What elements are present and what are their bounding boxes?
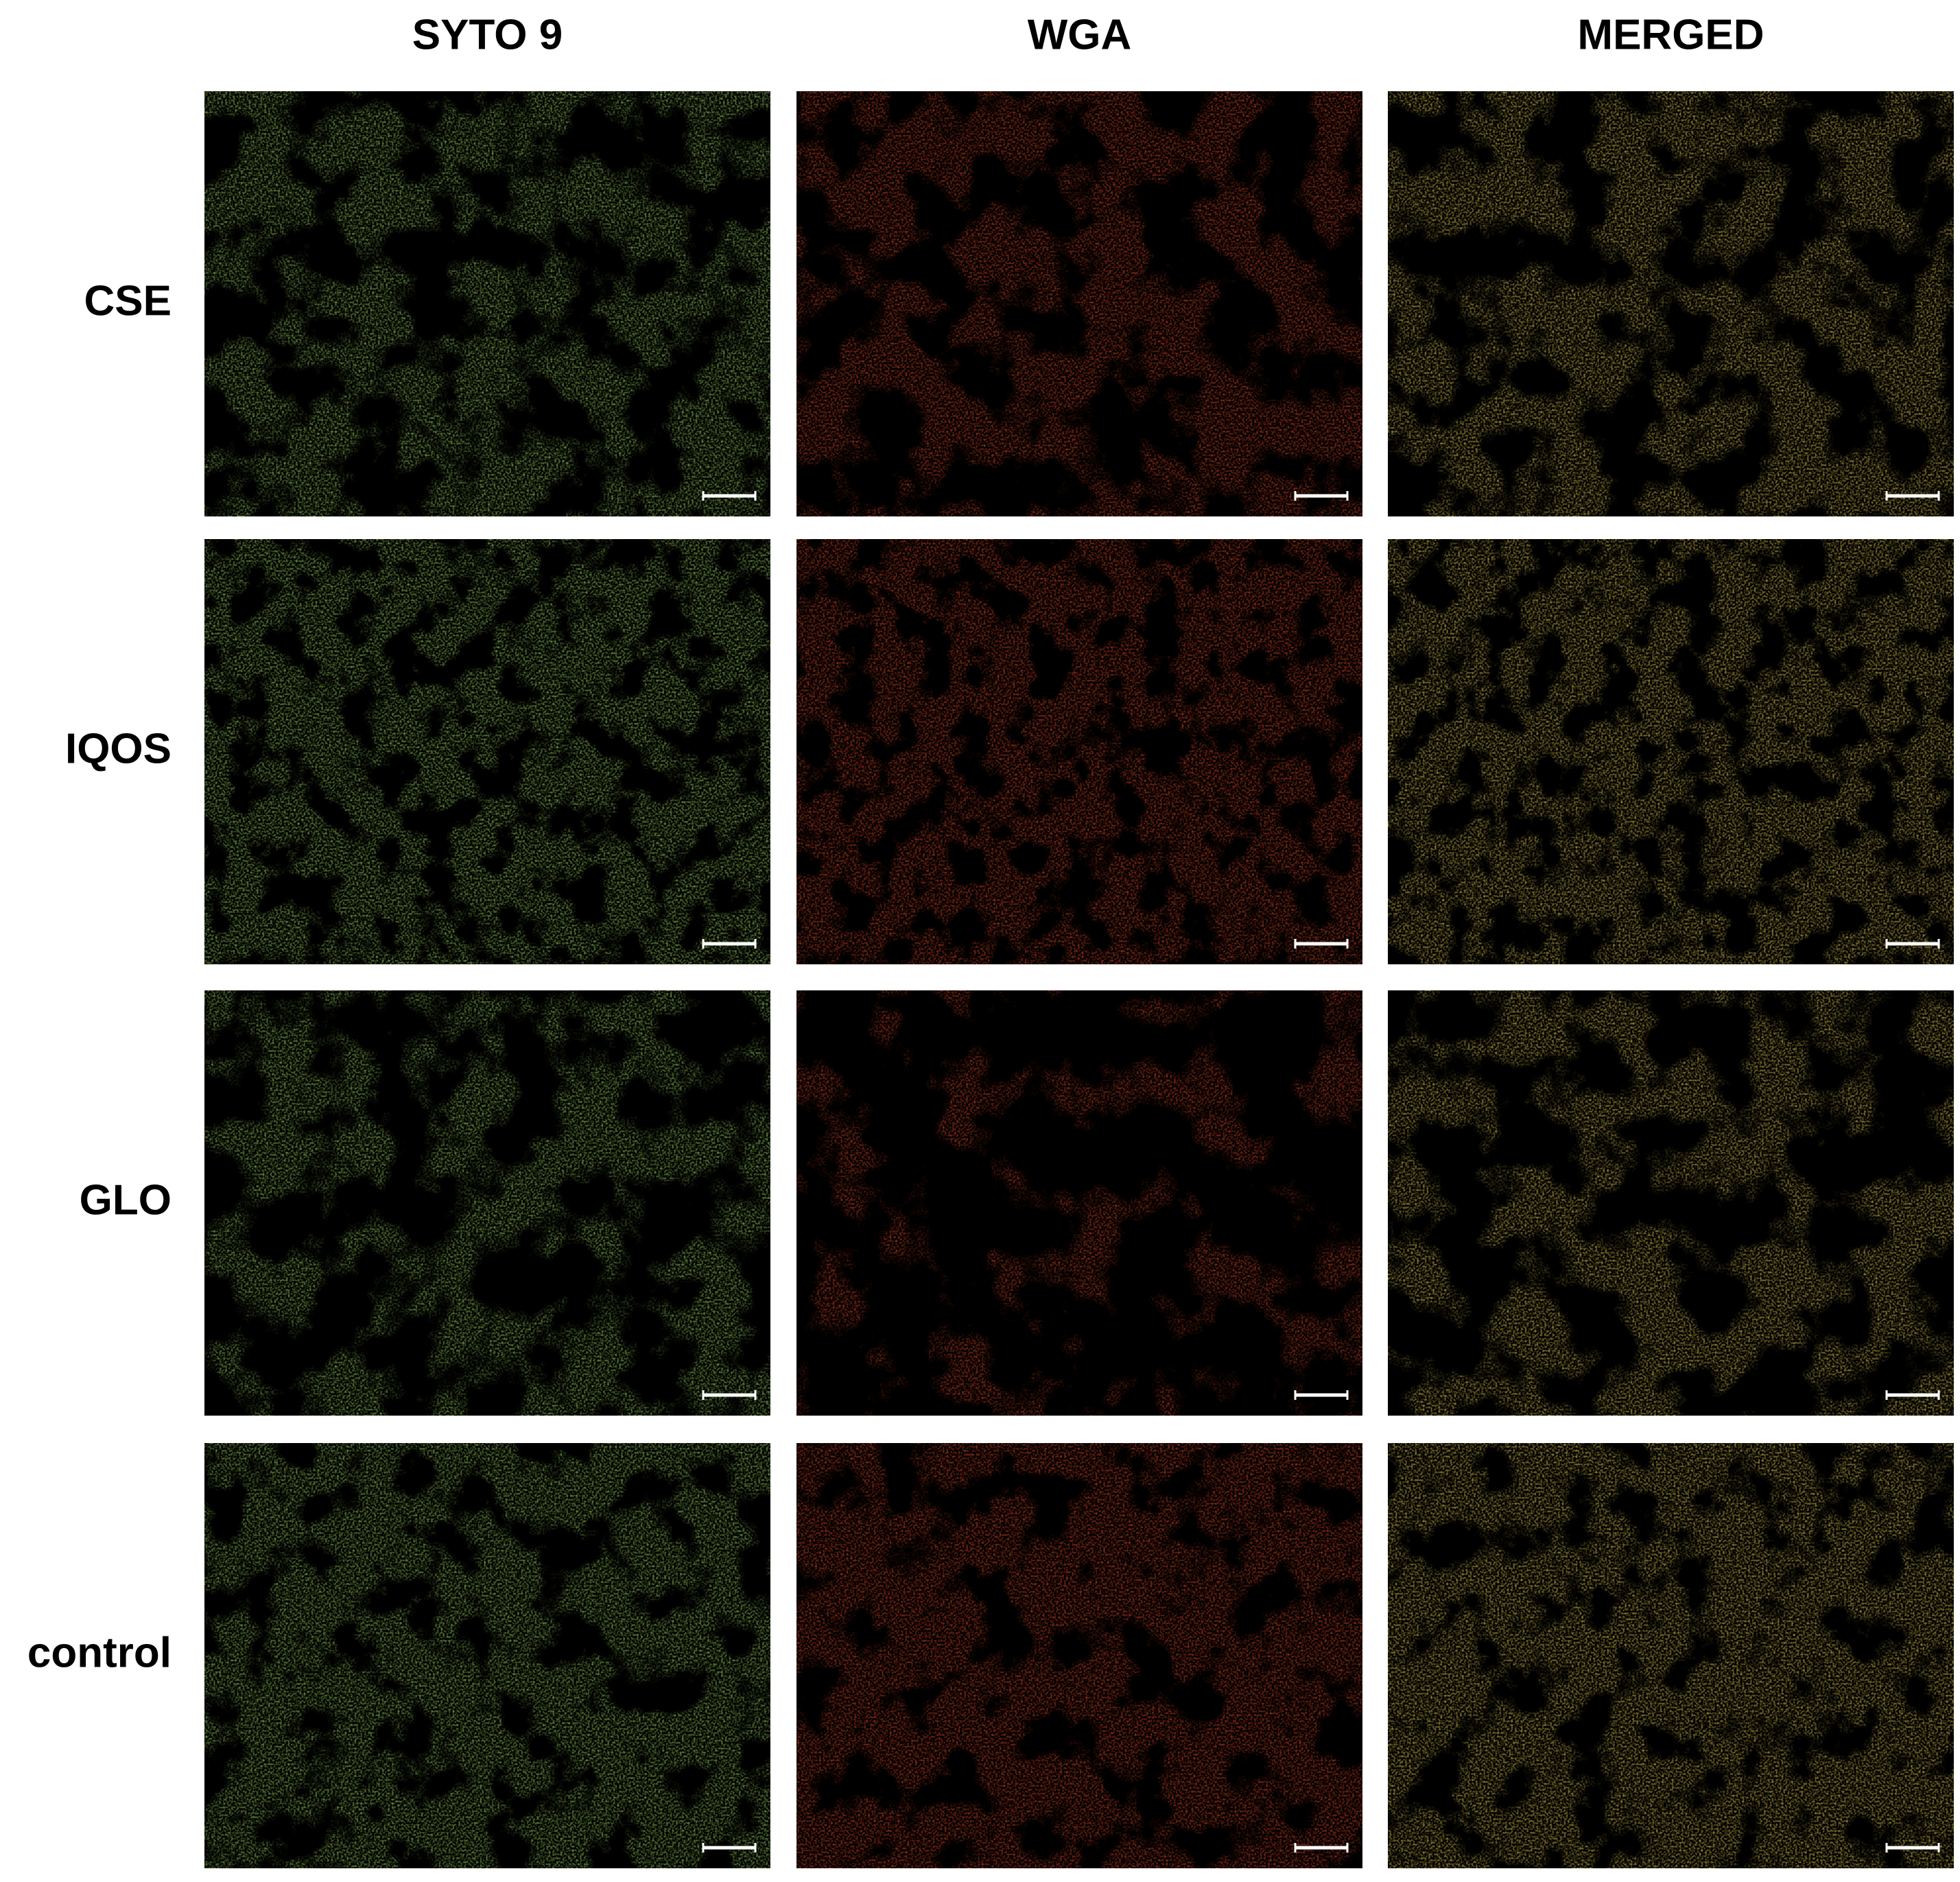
stain-texture: [796, 1443, 1362, 1868]
micrograph-panel: [796, 990, 1362, 1416]
column-header: WGA: [1028, 11, 1132, 58]
micrograph-panel: [1388, 91, 1954, 516]
stain-texture: [1388, 91, 1954, 516]
stain-texture: [204, 1443, 770, 1868]
micrograph-panel: [796, 539, 1362, 964]
micrograph-panel: [204, 1443, 770, 1868]
stain-texture: [204, 539, 770, 964]
row-label: control: [27, 1629, 172, 1676]
micrograph-panel: [204, 539, 770, 964]
column-header: MERGED: [1577, 11, 1764, 58]
micrograph-panel: [1388, 1443, 1954, 1868]
stain-texture: [796, 539, 1362, 964]
stain-texture: [1388, 1443, 1954, 1868]
micrograph-panel: [796, 1443, 1362, 1868]
stain-texture: [1388, 539, 1954, 964]
micrograph-panel: [204, 91, 770, 516]
micrograph-panel: [796, 91, 1362, 516]
row-label: CSE: [84, 277, 172, 324]
stain-texture: [796, 990, 1362, 1416]
row-label: IQOS: [65, 725, 172, 772]
micrograph-panel: [1388, 539, 1954, 964]
row-label: GLO: [80, 1176, 172, 1224]
stain-texture: [796, 91, 1362, 516]
stain-texture: [204, 990, 770, 1416]
micrograph-panel: [204, 990, 770, 1416]
stain-texture: [204, 91, 770, 516]
micrograph-panel: [1388, 990, 1954, 1416]
stain-texture: [1388, 990, 1954, 1416]
column-header: SYTO 9: [412, 11, 563, 58]
